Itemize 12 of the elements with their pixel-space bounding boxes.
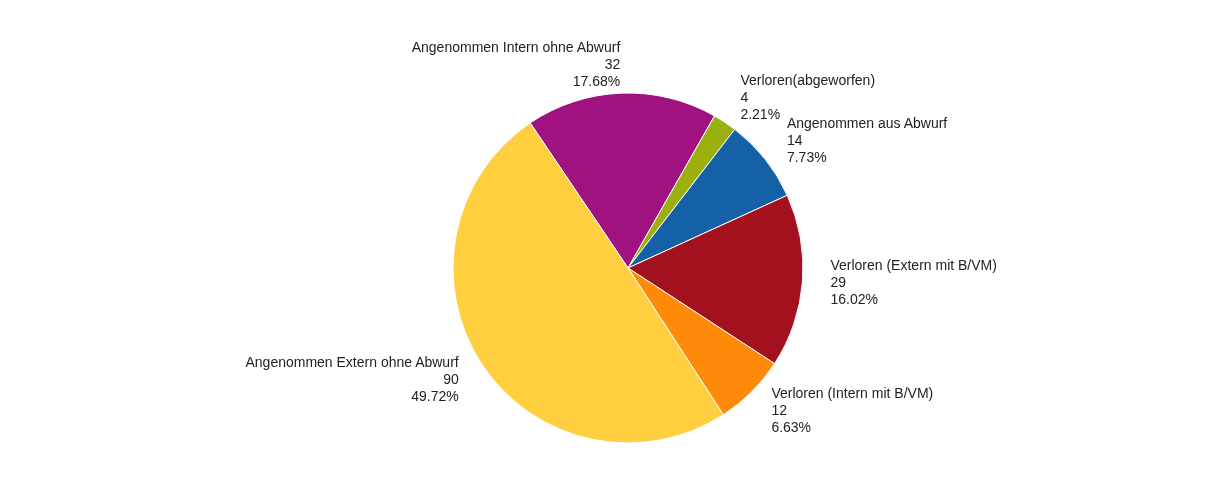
data-label: 29 16.02% [830,273,878,307]
slice-label: Verloren (Intern mit B/VM) [771,385,934,402]
slice-label: Verloren(abgeworfen) [740,72,876,89]
data-label: 90 49.72% [411,370,459,404]
slice-label: Angenommen Intern ohne Abwurf [411,38,621,55]
data-label: 32 17.68% [572,55,621,89]
slice-label: Angenommen aus Abwurf [786,115,948,132]
data-label: 4 2.21% [740,89,781,123]
data-label: 12 6.63% [771,402,812,436]
slice-label: Angenommen Extern ohne Abwurf [245,353,459,370]
slice-label: Verloren (Extern mit B/VM) [830,256,997,273]
data-label: 14 7.73% [786,132,827,166]
